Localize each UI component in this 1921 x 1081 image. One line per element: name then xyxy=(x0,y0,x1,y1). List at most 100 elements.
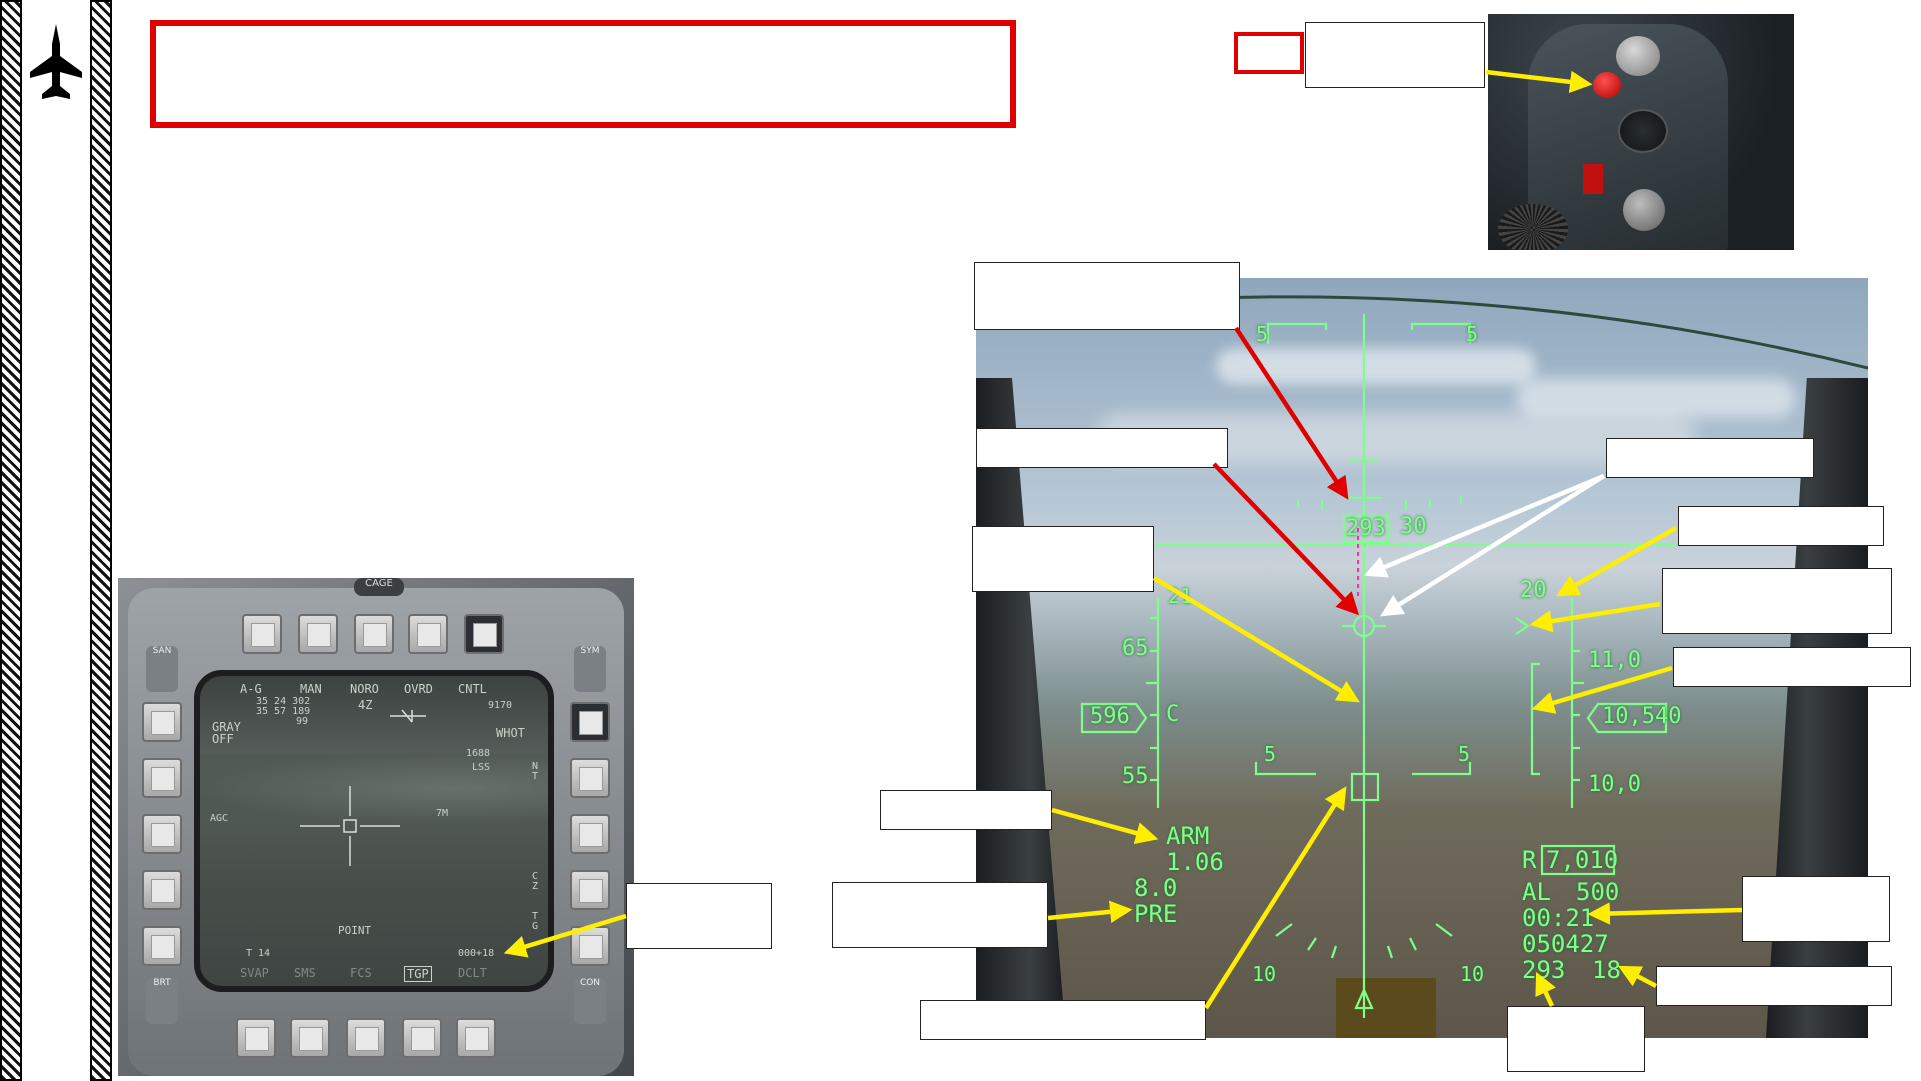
mfd-osb-left-2[interactable] xyxy=(142,758,182,798)
hud-c-mark: C xyxy=(1166,702,1180,727)
mfd-readout: 000+18 xyxy=(458,948,495,959)
callout-hud-center-line xyxy=(972,526,1154,592)
callout-hud-velocity-vector xyxy=(976,428,1228,468)
callout-hud-value-20 xyxy=(1678,506,1884,546)
mfd-osb-right-2[interactable] xyxy=(570,758,610,798)
hud-pitch-label: 5 xyxy=(1466,322,1479,346)
mfd-osb-left-3[interactable] xyxy=(142,814,182,854)
mfd-osb-bottom-3[interactable] xyxy=(346,1018,386,1058)
callout-hud-vv-bracket xyxy=(1673,647,1911,687)
mfd-osb-top-5[interactable] xyxy=(464,614,504,654)
mfd-osb-top-1[interactable] xyxy=(242,614,282,654)
mfd-crosshair xyxy=(300,709,426,866)
mfd-rocker-brt[interactable]: BRT xyxy=(146,978,178,1024)
hud-range-label: R xyxy=(1522,846,1537,874)
mfd-osb-left-4[interactable] xyxy=(142,870,182,910)
mfd-osb-bottom-4[interactable] xyxy=(402,1018,442,1058)
callout-top-right xyxy=(1305,22,1485,88)
hud-value-106: 1.06 xyxy=(1166,848,1224,876)
hud-pitch-label: 5 xyxy=(1458,742,1471,766)
callout-hud-target-box xyxy=(920,1000,1206,1040)
mfd-bottom-tgp[interactable]: TGP xyxy=(404,966,432,982)
hud-alt-tick-100: 10,0 xyxy=(1588,772,1641,797)
hud-pre-mode: PRE xyxy=(1134,900,1178,928)
mfd-right-vertical-3[interactable]: T G xyxy=(532,911,539,932)
mfd-coords-line2: 35 57 189 xyxy=(256,706,311,717)
jet-silhouette-icon xyxy=(30,24,82,99)
mfd-t14: T 14 xyxy=(246,948,271,959)
hud-al-value: 500 xyxy=(1576,878,1620,906)
stick-pinky-switch xyxy=(1583,164,1603,194)
mfd-osb-top-2[interactable] xyxy=(298,614,338,654)
mfd-osb-left-1[interactable] xyxy=(142,702,182,742)
mfd-bottom-dclt[interactable]: DCLT xyxy=(458,966,487,980)
callout-mfd-readout xyxy=(626,883,772,949)
hud-value-80: 8.0 xyxy=(1134,874,1178,902)
mfd-lss: LSS xyxy=(472,762,491,773)
mfd-terrain-band xyxy=(200,754,548,824)
left-rail xyxy=(0,0,22,1081)
mfd-bottom-sms[interactable]: SMS xyxy=(294,966,316,980)
mfd-label-cntl[interactable]: CNTL xyxy=(458,682,487,696)
mfd-rocker-san[interactable]: SAN xyxy=(146,646,178,692)
mfd-osb-bottom-2[interactable] xyxy=(290,1018,330,1058)
hud-value-20: 20 xyxy=(1520,578,1547,603)
mfd-value-4z: 4Z xyxy=(358,698,373,712)
hud-airspeed: 596 xyxy=(1090,704,1130,729)
hud-al-label: AL xyxy=(1522,878,1551,906)
mfd-osb-top-3[interactable] xyxy=(354,614,394,654)
cloud-band xyxy=(1516,378,1796,418)
hud-value-18: 18 xyxy=(1592,956,1621,984)
mfd-osb-top-4[interactable] xyxy=(408,614,448,654)
mfd-osb-bottom-1[interactable] xyxy=(236,1018,276,1058)
mfd-point[interactable]: POINT xyxy=(338,924,372,937)
mfd-osb-left-5[interactable] xyxy=(142,926,182,966)
mfd-whot[interactable]: WHOT xyxy=(496,726,525,740)
mfd-off[interactable]: OFF xyxy=(212,732,234,746)
mfd-bottom-fcs[interactable]: FCS xyxy=(350,966,372,980)
callout-hud-heading-markers xyxy=(1606,438,1814,478)
callout-hud-pre xyxy=(832,882,1048,948)
callout-hud-value-293 xyxy=(1507,1006,1645,1072)
hud-speed-tick-65: 65 xyxy=(1122,636,1149,661)
mfd-coords-line1: 35 24 302 xyxy=(256,696,311,707)
mfd-right-vertical-2[interactable]: C Z xyxy=(532,871,539,892)
hud-pitch-label: 5 xyxy=(1264,742,1277,766)
mfd-label-ag[interactable]: A-G xyxy=(240,682,262,696)
callout-hud-time xyxy=(1742,876,1890,942)
hud-symbology xyxy=(976,295,1868,1018)
mfd-display-photo: CAGE SAN SYM BRT CON A-G MAN NORO OVRD C… xyxy=(118,578,634,1076)
mfd-bottom-svap[interactable]: SVAP xyxy=(240,966,269,980)
mfd-osb-bottom-5[interactable] xyxy=(456,1018,496,1058)
mfd-osb-right-3[interactable] xyxy=(570,814,610,854)
hud-datetime: 050427 xyxy=(1522,930,1609,958)
mfd-osb-right-4[interactable] xyxy=(570,870,610,910)
mfd-osb-right-1[interactable] xyxy=(570,702,610,742)
callout-hud-waterline xyxy=(974,262,1240,330)
mfd-value-9170: 9170 xyxy=(488,700,513,711)
mfd-value-7m: 7M xyxy=(436,808,449,819)
mfd-rocker-sym[interactable]: SYM xyxy=(574,646,606,692)
mfd-right-vertical-1[interactable]: N T xyxy=(532,761,539,782)
stick-hat-switch xyxy=(1618,109,1668,153)
stick-top-button xyxy=(1616,36,1660,76)
stick-base-dial xyxy=(1498,204,1568,250)
hud-alt-tick-110: 11,0 xyxy=(1588,648,1641,673)
mfd-rocker-con[interactable]: CON xyxy=(574,978,606,1024)
hud-speed-tick-55: 55 xyxy=(1122,764,1149,789)
mfd-label-man[interactable]: MAN xyxy=(300,682,322,696)
hud-range-value: 7,010 xyxy=(1546,846,1619,874)
mfd-label-noro[interactable]: NORO xyxy=(350,682,379,696)
hud-combiner-base xyxy=(1336,978,1436,1038)
mfd-gray[interactable]: GRAY xyxy=(212,720,241,734)
title-highlight-box xyxy=(150,20,1016,128)
mfd-cage-label: CAGE xyxy=(354,578,404,596)
mfd-osb-right-5[interactable] xyxy=(570,926,610,966)
mfd-label-ovrd[interactable]: OVRD xyxy=(404,682,433,696)
callout-hud-heading-bottom xyxy=(1656,966,1892,1006)
stick-lower-button xyxy=(1623,189,1665,231)
mfd-coords-line3: 99 xyxy=(296,716,309,727)
control-stick-photo xyxy=(1488,14,1794,250)
red-trigger-button xyxy=(1593,72,1621,98)
